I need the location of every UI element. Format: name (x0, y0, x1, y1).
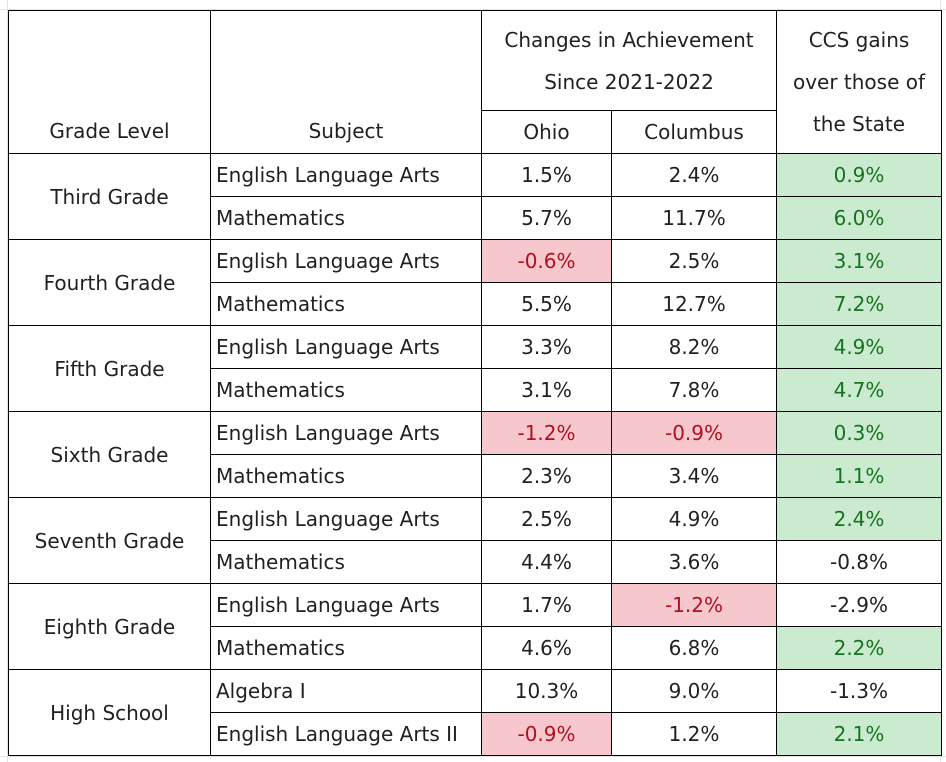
grade-cell[interactable]: Third Grade (8, 153, 211, 240)
subject-header[interactable]: Subject (210, 10, 482, 154)
ohio-cell[interactable]: -1.2% (481, 411, 612, 455)
grade-cell[interactable]: Sixth Grade (8, 411, 211, 498)
columbus-header-text: Columbus (644, 120, 744, 144)
sheet-gridline (0, 756, 946, 757)
subject-cell[interactable]: Mathematics (210, 454, 482, 498)
columbus-header[interactable]: Columbus (611, 110, 777, 154)
columbus-cell[interactable]: 3.6% (611, 540, 777, 584)
columbus-cell[interactable]: 8.2% (611, 325, 777, 369)
grade-level-header-text: Grade Level (49, 119, 170, 143)
changes-header-line1: Changes in Achievement (504, 27, 754, 52)
grade-level-header[interactable]: Grade Level (8, 10, 211, 154)
ohio-cell[interactable]: 3.1% (481, 368, 612, 412)
table-body: Third Grade English Language Arts 1.5% 2.4%… (8, 153, 942, 756)
ohio-cell[interactable]: -0.6% (481, 239, 612, 283)
columbus-cell[interactable]: 12.7% (611, 282, 777, 326)
ohio-header-text: Ohio (523, 120, 570, 144)
subject-cell[interactable]: English Language Arts II (210, 712, 482, 756)
gain-cell[interactable]: 3.1% (776, 239, 942, 283)
columbus-cell[interactable]: 2.5% (611, 239, 777, 283)
table-row: Third Grade English Language Arts 1.5% 2.4%… (8, 153, 942, 240)
columbus-cell[interactable]: 3.4% (611, 454, 777, 498)
ohio-cell[interactable]: 4.6% (481, 626, 612, 670)
columbus-cell[interactable]: -1.2% (611, 583, 777, 627)
gains-header[interactable]: CCS gains over those of the State (776, 10, 942, 154)
gain-cell[interactable]: 2.2% (776, 626, 942, 670)
columbus-cell[interactable]: 6.8% (611, 626, 777, 670)
table-row: Sixth Grade English Language Arts -1.2% -0.… (8, 411, 942, 498)
table-row: High School Algebra I 10.3% 9.0% -1.3% (8, 669, 942, 756)
gain-cell[interactable]: 4.7% (776, 368, 942, 412)
subject-cell[interactable]: Algebra I (210, 669, 482, 713)
gain-cell[interactable]: 4.9% (776, 325, 942, 369)
gain-cell[interactable]: 7.2% (776, 282, 942, 326)
subject-cell[interactable]: English Language Arts (210, 153, 482, 197)
ohio-cell[interactable]: 3.3% (481, 325, 612, 369)
ohio-cell[interactable]: 5.7% (481, 196, 612, 240)
table-row: Mathematics 5.7% 11.7% 6.0% (9, 196, 942, 240)
ohio-cell[interactable]: 10.3% (481, 669, 612, 713)
gains-header-line2: over those of (792, 70, 926, 94)
ohio-cell[interactable]: 1.5% (481, 153, 612, 197)
subject-cell[interactable]: Mathematics (210, 626, 482, 670)
subject-cell[interactable]: Mathematics (210, 196, 482, 240)
ohio-cell[interactable]: 5.5% (481, 282, 612, 326)
columbus-cell[interactable]: 7.8% (611, 368, 777, 412)
subject-cell[interactable]: English Language Arts (210, 411, 482, 455)
gains-header-line1: CCS gains (808, 28, 910, 52)
gain-cell[interactable]: -0.8% (776, 540, 942, 584)
ohio-cell[interactable]: -0.9% (481, 712, 612, 756)
table-row: Mathematics 3.1% 7.8% 4.7% (9, 368, 942, 412)
grade-cell[interactable]: Seventh Grade (8, 497, 211, 584)
gain-cell[interactable]: 2.1% (776, 712, 942, 756)
gain-cell[interactable]: 2.4% (776, 497, 942, 541)
table-row: Mathematics 5.5% 12.7% 7.2% (9, 282, 942, 326)
gain-cell[interactable]: -2.9% (776, 583, 942, 627)
columbus-cell[interactable]: 1.2% (611, 712, 777, 756)
sheet-gridline (7, 0, 8, 762)
ohio-cell[interactable]: 2.3% (481, 454, 612, 498)
columbus-cell[interactable]: 9.0% (611, 669, 777, 713)
ohio-cell[interactable]: 4.4% (481, 540, 612, 584)
sheet-gridline (0, 9, 946, 10)
subject-cell[interactable]: Mathematics (210, 540, 482, 584)
subject-cell[interactable]: Mathematics (210, 368, 482, 412)
table-row: Mathematics 4.6% 6.8% 2.2% (9, 626, 942, 670)
columbus-cell[interactable]: 4.9% (611, 497, 777, 541)
grade-cell[interactable]: Fourth Grade (8, 239, 211, 326)
changes-header[interactable]: Changes in Achievement Since 2021-2022 (481, 10, 777, 111)
table-row: Eighth Grade English Language Arts 1.7% -1.… (8, 583, 942, 670)
subject-cell[interactable]: English Language Arts (210, 497, 482, 541)
achievement-table: Grade Level Subject Changes in Achieveme… (8, 10, 942, 756)
columbus-cell[interactable]: 11.7% (611, 196, 777, 240)
columbus-cell[interactable]: -0.9% (611, 411, 777, 455)
ohio-cell[interactable]: 2.5% (481, 497, 612, 541)
table-row: Mathematics 4.4% 3.6% -0.8% (9, 540, 942, 584)
subject-cell[interactable]: English Language Arts (210, 325, 482, 369)
grade-cell[interactable]: High School (8, 669, 211, 756)
columbus-cell[interactable]: 2.4% (611, 153, 777, 197)
gain-cell[interactable]: 6.0% (776, 196, 942, 240)
subject-header-text: Subject (308, 119, 384, 143)
subject-cell[interactable]: English Language Arts (210, 583, 482, 627)
ohio-header[interactable]: Ohio (481, 110, 612, 154)
gain-cell[interactable]: 0.3% (776, 411, 942, 455)
gain-cell[interactable]: 0.9% (776, 153, 942, 197)
gains-header-line3: the State (812, 112, 906, 136)
subject-cell[interactable]: Mathematics (210, 282, 482, 326)
table-row: Fourth Grade English Language Arts -0.6% 2.… (8, 239, 942, 326)
gain-cell[interactable]: -1.3% (776, 669, 942, 713)
subject-cell[interactable]: English Language Arts (210, 239, 482, 283)
grade-cell[interactable]: Eighth Grade (8, 583, 211, 670)
table-row: Mathematics 2.3% 3.4% 1.1% (9, 454, 942, 498)
table-row: Seventh Grade English Language Arts 2.5% 4.… (8, 497, 942, 584)
grade-cell[interactable]: Fifth Grade (8, 325, 211, 412)
ohio-cell[interactable]: 1.7% (481, 583, 612, 627)
changes-header-line2: Since 2021-2022 (544, 69, 714, 94)
gain-cell[interactable]: 1.1% (776, 454, 942, 498)
table-row: Fifth Grade English Language Arts 3.3% 8.2%… (8, 325, 942, 412)
table-row: English Language Arts II -0.9% 1.2% 2.1% (9, 712, 942, 756)
